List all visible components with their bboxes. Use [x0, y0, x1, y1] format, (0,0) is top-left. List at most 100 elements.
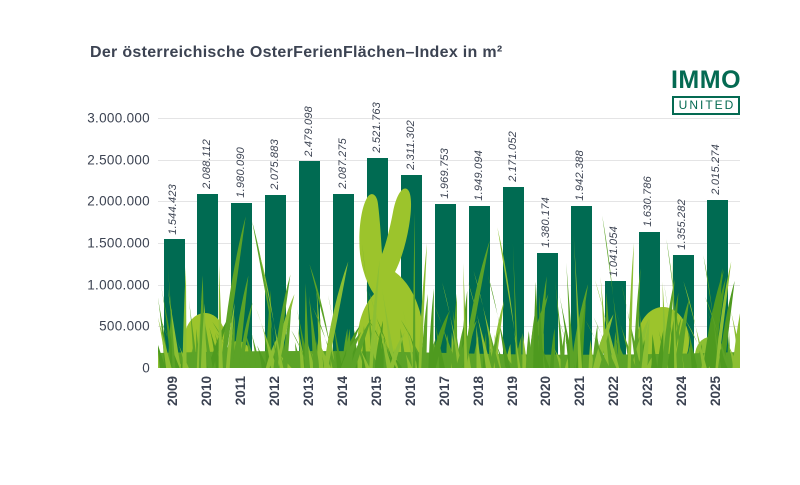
- x-tick-label-2010: 2010: [198, 376, 214, 407]
- gridline: [158, 118, 740, 119]
- y-tick-label: 0: [142, 360, 150, 376]
- x-tick-label-2011: 2011: [232, 376, 248, 406]
- bar-2011: [231, 203, 253, 368]
- bar-2018: [469, 205, 491, 368]
- x-tick-label-2012: 2012: [266, 376, 282, 407]
- grass-blade: [736, 335, 740, 368]
- x-tick-label-2017: 2017: [436, 376, 452, 407]
- bar-2023: [638, 232, 660, 368]
- x-tick-label-2014: 2014: [334, 376, 350, 407]
- x-tick-label-2018: 2018: [470, 376, 486, 407]
- x-tick-label-2025: 2025: [708, 376, 724, 407]
- grass-blade: [732, 313, 740, 368]
- grass-blade: [461, 334, 468, 368]
- chart-title: Der österreichische OsterFerienFlächen–I…: [90, 44, 503, 61]
- grass-blade: [560, 329, 566, 368]
- grass-blade: [696, 343, 703, 368]
- bar-value-label: 1.544.423: [167, 183, 179, 235]
- grass-blade: [356, 344, 365, 368]
- logo-text-immo: IMMO: [670, 66, 742, 94]
- bar-2016: [401, 175, 423, 368]
- immo-united-logo: IMMO UNITED: [666, 66, 746, 116]
- bar-2017: [435, 203, 457, 368]
- bar-value-label: 1.041.054: [608, 225, 621, 277]
- bar-value-label: 1.630.786: [642, 176, 655, 228]
- grass-blade: [393, 347, 400, 368]
- bar-value-label: 2.015.274: [710, 144, 723, 196]
- grass-blade: [251, 333, 262, 368]
- bar-value-label: 2.521.763: [370, 102, 383, 153]
- bar-2024: [672, 255, 694, 368]
- grass-blade: [528, 314, 536, 368]
- grass-blade: [728, 344, 740, 368]
- grass-blade: [596, 331, 603, 368]
- grass-blade: [361, 325, 367, 368]
- grass-blade: [662, 281, 668, 368]
- y-tick-label: 500.000: [99, 318, 150, 334]
- x-tick-label-2020: 2020: [538, 376, 554, 407]
- x-axis: 2009 2010 2011 2012 2013 2014 2015 2016 2017 2018…: [158, 376, 740, 436]
- grass-blade: [730, 310, 740, 368]
- grass-blade: [428, 288, 434, 368]
- grass-blade: [463, 263, 468, 368]
- y-tick-label: 1.500.000: [87, 235, 150, 251]
- bar-value-label: 1.949.094: [472, 149, 485, 201]
- bar-value-label: 1.969.753: [438, 148, 451, 199]
- bar-2019: [503, 187, 524, 368]
- bar-value-label: 2.479.098: [302, 105, 315, 157]
- bar-value-label: 2.088.112: [200, 139, 213, 189]
- grass-blade: [489, 331, 499, 368]
- x-tick-label-2009: 2009: [165, 376, 180, 407]
- bar-2012: [265, 195, 287, 368]
- y-tick-label: 2.000.000: [87, 193, 150, 209]
- bar-2021: [570, 206, 592, 368]
- grass-blade: [494, 334, 502, 368]
- grass-blade: [626, 350, 636, 368]
- gridline: [158, 201, 740, 203]
- x-tick-label-2015: 2015: [368, 376, 384, 407]
- y-tick-label: 1.000.000: [87, 277, 150, 293]
- bar-value-label: 2.075.883: [268, 139, 281, 191]
- gridline: [158, 159, 740, 161]
- x-tick-label-2024: 2024: [674, 376, 690, 407]
- grass-blade: [158, 348, 163, 368]
- grass-blade: [318, 341, 331, 368]
- x-tick-label-2022: 2022: [606, 376, 622, 407]
- x-tick-label-2023: 2023: [640, 376, 656, 407]
- grass-blade: [286, 350, 298, 368]
- x-tick-label-2013: 2013: [300, 376, 316, 407]
- bar-value-label: 2.087.275: [336, 138, 349, 190]
- bar-2010: [197, 194, 219, 368]
- bar-2013: [299, 161, 321, 368]
- grass-blade: [658, 330, 669, 368]
- bar-2025: [706, 200, 728, 368]
- y-tick-label: 3.000.000: [87, 110, 150, 126]
- x-tick-label-2019: 2019: [504, 376, 520, 407]
- bar-value-label: 1.380.174: [540, 197, 553, 248]
- bar-2020: [536, 253, 558, 368]
- y-axis: 0 500.000 1.000.000 1.500.000 2.000.000 2.500…: [0, 111, 150, 376]
- plot-area: 1.544.423 2.088.112 1.980.090 2.075.883 2.47…: [158, 102, 740, 368]
- bar-value-label: 1.980.090: [234, 147, 247, 198]
- bar-2009: [163, 239, 185, 368]
- grass-blade: [525, 330, 533, 368]
- grass-blade: [223, 324, 231, 368]
- grass-blade: [528, 311, 536, 368]
- bar-value-label: 2.171.052: [506, 131, 519, 183]
- grass-blade: [592, 324, 598, 368]
- grass-blade: [460, 290, 468, 368]
- bar-value-label: 2.311.302: [404, 120, 417, 171]
- bar-2022: [604, 281, 626, 368]
- grass-blade: [218, 264, 223, 368]
- y-tick-label: 2.500.000: [87, 152, 150, 168]
- x-tick-label-2021: 2021: [572, 376, 588, 407]
- bar-2014: [333, 194, 355, 368]
- grass-blade: [627, 242, 634, 368]
- bar-2015: [367, 157, 389, 368]
- grass-blade: [526, 354, 534, 368]
- grass-blade: [190, 348, 195, 368]
- logo-text-united: UNITED: [671, 95, 741, 116]
- grass-blade: [456, 325, 464, 368]
- bar-value-label: 1.942.388: [574, 150, 587, 202]
